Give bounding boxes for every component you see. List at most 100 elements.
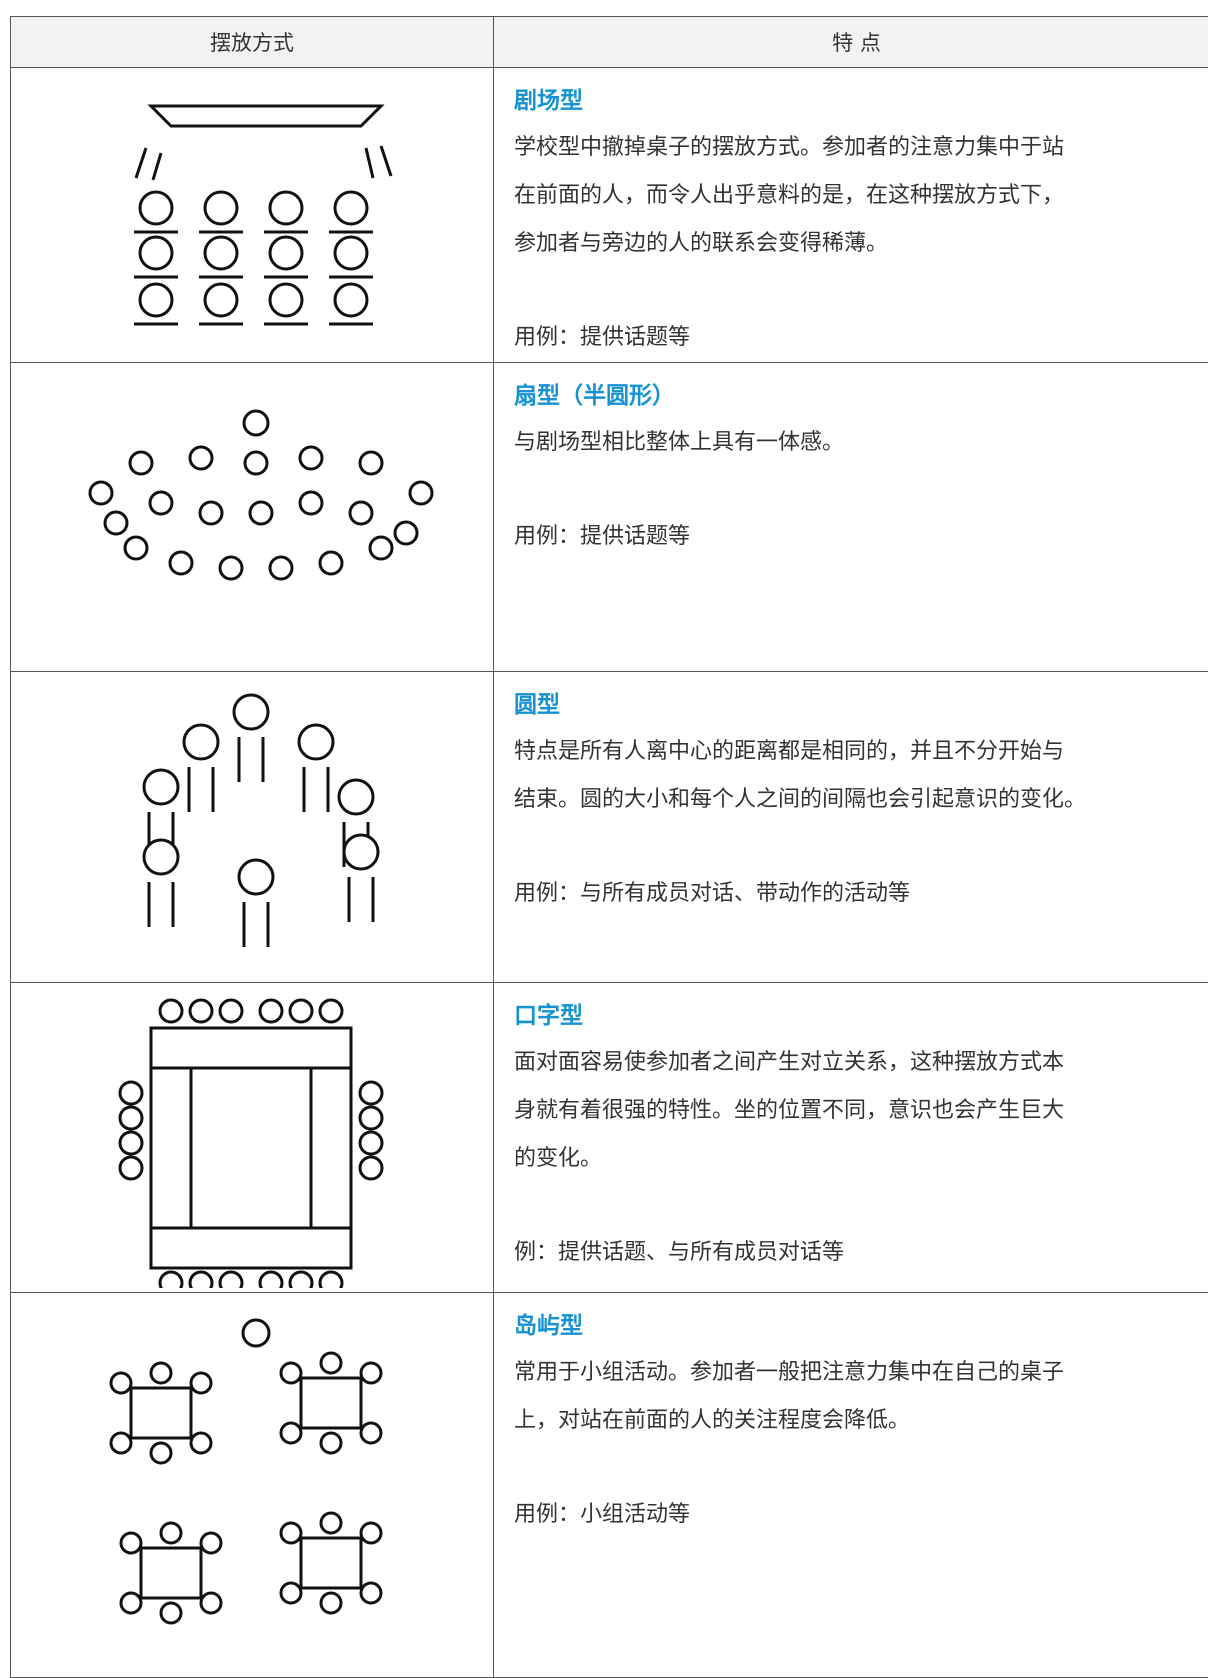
person-head bbox=[321, 1433, 341, 1453]
arrangement-title: 圆型 bbox=[514, 690, 1208, 720]
person-head bbox=[290, 1000, 312, 1022]
person-head bbox=[339, 780, 373, 814]
usage-example: 用例：与所有成员对话、带动作的活动等 bbox=[514, 870, 1208, 918]
person-head bbox=[111, 1373, 131, 1393]
feature-cell: 扇型（半圆形）与剧场型相比整体上具有一体感。用例：提供话题等 bbox=[494, 363, 1208, 672]
person-head bbox=[321, 1513, 341, 1533]
feature-cell: 圆型特点是所有人离中心的距离都是相同的，并且不分开始与结束。圆的大小和每个人之间… bbox=[494, 672, 1208, 983]
sketch-line bbox=[366, 148, 373, 178]
illustration bbox=[11, 672, 493, 978]
person-head bbox=[184, 725, 218, 759]
person-head bbox=[281, 1363, 301, 1383]
arrangement-row: 扇型（半圆形）与剧场型相比整体上具有一体感。用例：提供话题等 bbox=[11, 363, 1208, 672]
description-line: 身就有着很强的特性。坐的位置不同，意识也会产生巨大 bbox=[514, 1087, 1208, 1135]
person-head bbox=[320, 1000, 342, 1022]
arrangement-title: 剧场型 bbox=[514, 86, 1208, 116]
arrangement-title: 岛屿型 bbox=[514, 1311, 1208, 1341]
person-head bbox=[245, 452, 267, 474]
person-head bbox=[244, 411, 268, 435]
person-head bbox=[205, 192, 237, 224]
feature-text: 圆型特点是所有人离中心的距离都是相同的，并且不分开始与结束。圆的大小和每个人之间… bbox=[494, 672, 1208, 918]
arrangement-row: 岛屿型常用于小组活动。参加者一般把注意力集中在自己的桌子上，对站在前面的人的关注… bbox=[11, 1293, 1208, 1678]
person-head bbox=[281, 1523, 301, 1543]
person-head bbox=[360, 1132, 382, 1154]
table-shape bbox=[151, 1068, 191, 1228]
description-line: 常用于小组活动。参加者一般把注意力集中在自己的桌子 bbox=[514, 1349, 1208, 1397]
usage-example: 用例：提供话题等 bbox=[514, 513, 1208, 561]
feature-text: 扇型（半圆形）与剧场型相比整体上具有一体感。用例：提供话题等 bbox=[494, 363, 1208, 561]
person-head bbox=[160, 1000, 182, 1022]
person-head bbox=[395, 522, 417, 544]
person-head bbox=[281, 1423, 301, 1443]
arrangement-row: 剧场型学校型中撤掉桌子的摆放方式。参加者的注意力集中于站在前面的人，而令人出乎意… bbox=[11, 68, 1208, 363]
person-head bbox=[161, 1603, 181, 1623]
person-head bbox=[320, 552, 342, 574]
person-head bbox=[239, 860, 273, 894]
arrangement-title: 扇型（半圆形） bbox=[514, 381, 1208, 411]
person-head bbox=[344, 835, 378, 869]
table-body: 剧场型学校型中撤掉桌子的摆放方式。参加者的注意力集中于站在前面的人，而令人出乎意… bbox=[11, 68, 1208, 1678]
person-head bbox=[361, 1523, 381, 1543]
person-head bbox=[335, 237, 367, 269]
arrangement-title: 口字型 bbox=[514, 1001, 1208, 1031]
feature-text: 剧场型学校型中撤掉桌子的摆放方式。参加者的注意力集中于站在前面的人，而令人出乎意… bbox=[494, 68, 1208, 362]
person-head bbox=[360, 1082, 382, 1104]
person-head bbox=[121, 1593, 141, 1613]
person-head bbox=[151, 1443, 171, 1463]
description-line: 上，对站在前面的人的关注程度会降低。 bbox=[514, 1397, 1208, 1445]
description-line: 学校型中撤掉桌子的摆放方式。参加者的注意力集中于站 bbox=[514, 124, 1208, 172]
sketch-line bbox=[136, 148, 146, 178]
table-shape bbox=[151, 1228, 351, 1268]
person-head bbox=[90, 482, 112, 504]
person-head bbox=[144, 770, 178, 804]
person-head bbox=[335, 284, 367, 316]
person-head bbox=[120, 1132, 142, 1154]
usage-example: 用例：提供话题等 bbox=[514, 314, 1208, 362]
table-shape bbox=[311, 1068, 351, 1228]
illustration-cell bbox=[11, 672, 494, 983]
table-shape bbox=[301, 1378, 361, 1428]
person-head bbox=[243, 1320, 269, 1346]
screen bbox=[151, 106, 381, 126]
person-head bbox=[220, 557, 242, 579]
usage-example: 用例：小组活动等 bbox=[514, 1491, 1208, 1539]
description-line: 面对面容易使参加者之间产生对立关系，这种摆放方式本 bbox=[514, 1039, 1208, 1087]
header-cell: 特 点 bbox=[494, 17, 1208, 68]
table-shape bbox=[191, 1068, 311, 1228]
person-head bbox=[170, 552, 192, 574]
person-head bbox=[150, 492, 172, 514]
person-head bbox=[130, 452, 152, 474]
person-head bbox=[335, 192, 367, 224]
sketch-line bbox=[381, 146, 391, 176]
person-head bbox=[190, 1272, 212, 1288]
description-line: 在前面的人，而令人出乎意料的是，在这种摆放方式下， bbox=[514, 172, 1208, 220]
person-head bbox=[140, 284, 172, 316]
person-head bbox=[290, 1272, 312, 1288]
arrangement-row: 圆型特点是所有人离中心的距离都是相同的，并且不分开始与结束。圆的大小和每个人之间… bbox=[11, 672, 1208, 983]
person-head bbox=[281, 1583, 301, 1603]
person-head bbox=[111, 1433, 131, 1453]
person-head bbox=[234, 695, 268, 729]
person-head bbox=[299, 725, 333, 759]
illustration bbox=[11, 1293, 493, 1673]
illustration-cell bbox=[11, 983, 494, 1293]
person-head bbox=[205, 237, 237, 269]
feature-cell: 剧场型学校型中撤掉桌子的摆放方式。参加者的注意力集中于站在前面的人，而令人出乎意… bbox=[494, 68, 1208, 363]
person-head bbox=[120, 1107, 142, 1129]
description-line: 结束。圆的大小和每个人之间的间隔也会引起意识的变化。 bbox=[514, 776, 1208, 824]
header-cell: 摆放方式 bbox=[11, 17, 494, 68]
illustration-cell bbox=[11, 363, 494, 672]
person-head bbox=[270, 237, 302, 269]
person-head bbox=[361, 1423, 381, 1443]
table-shape bbox=[131, 1388, 191, 1438]
person-head bbox=[120, 1082, 142, 1104]
person-head bbox=[105, 512, 127, 534]
header-row: 摆放方式 特 点 bbox=[11, 17, 1208, 68]
person-head bbox=[361, 1583, 381, 1603]
person-head bbox=[201, 1533, 221, 1553]
person-head bbox=[205, 284, 237, 316]
person-head bbox=[260, 1000, 282, 1022]
person-head bbox=[360, 452, 382, 474]
person-head bbox=[120, 1157, 142, 1179]
